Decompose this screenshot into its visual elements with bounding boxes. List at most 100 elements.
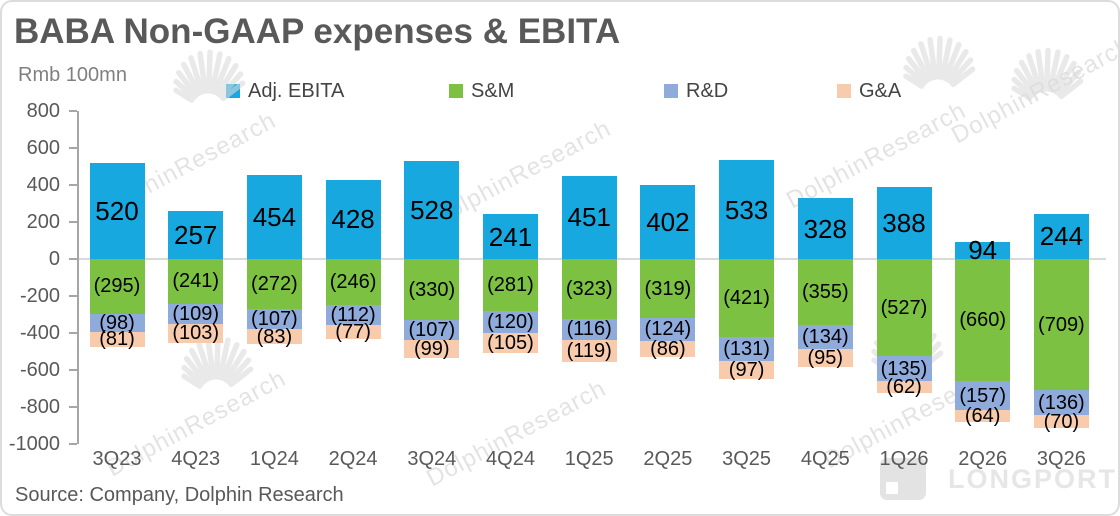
legend-swatch-icon [664, 84, 678, 98]
y-tick-label: -600 [19, 359, 60, 381]
bar-value-label: (83) [256, 325, 293, 348]
x-tick-label: 1Q25 [564, 448, 614, 470]
bar-segment-adjebita [89, 162, 145, 259]
bar-value-label: 451 [567, 202, 611, 233]
legend-label: G&A [859, 79, 902, 102]
bar-segment-ga [325, 325, 381, 340]
bar-segment-adjebita [1033, 213, 1089, 259]
bar-value-label: (99) [414, 338, 450, 360]
bar-segment-sm [483, 259, 538, 311]
bar-segment-sm [797, 259, 853, 325]
bar-segment-ga [797, 349, 853, 368]
y-tick-mark [69, 295, 77, 297]
bar-segment-sm [561, 259, 617, 319]
y-tick-label: 400 [26, 174, 60, 196]
bar-segment-rd [1033, 390, 1089, 416]
dolphin-watermark-fins-icon [892, 24, 984, 111]
bar-value-label: 402 [646, 206, 690, 237]
bar-segment-adjebita [640, 184, 696, 259]
bar-value-label: (81) [99, 328, 135, 351]
bar-value-label: 241 [488, 221, 533, 252]
bar-value-label: (112) [330, 303, 376, 326]
dolphin-watermark-fins-icon [162, 38, 254, 125]
legend-label: R&D [686, 79, 729, 102]
bar-value-label: 528 [410, 195, 454, 226]
bar-segment-adjebita [483, 214, 538, 259]
bar-segment-sm [955, 259, 1011, 382]
x-tick-label: 4Q23 [171, 448, 221, 470]
bar-segment-rd [483, 310, 538, 334]
bar-segment-sm [876, 259, 932, 357]
bar-value-label: (109) [172, 302, 220, 325]
y-tick-mark [69, 406, 77, 408]
bar-segment-adjebita [168, 211, 224, 259]
bar-value-label: (116) [566, 318, 612, 341]
y-tick-mark [69, 110, 77, 112]
bar-value-label: (157) [959, 384, 1007, 407]
bar-value-label: (246) [329, 270, 377, 293]
bar-segment-adjebita [955, 241, 1011, 259]
bar-value-label: 520 [95, 195, 139, 226]
bar-value-label: (98) [99, 311, 135, 334]
x-tick-label: 1Q24 [249, 448, 299, 470]
y-tick-label: 0 [48, 248, 60, 270]
bar-value-label: (272) [251, 273, 298, 296]
bar-value-label: 328 [803, 213, 847, 244]
legend-swatch-icon [449, 84, 463, 98]
bar-segment-adjebita [876, 187, 932, 259]
bar-value-label: (86) [650, 337, 686, 360]
bar-segment-ga [876, 381, 932, 393]
bar-value-label: (120) [487, 311, 534, 334]
longport-watermark: LONGPORT [880, 458, 1117, 500]
bar-value-label: (709) [1038, 313, 1085, 336]
y-tick-label: 800 [26, 100, 60, 122]
bar-segment-rd [876, 356, 932, 382]
x-tick-label: 3Q23 [92, 448, 142, 470]
bar-segment-adjebita [561, 175, 617, 259]
bar-segment-ga [719, 361, 775, 380]
bar-segment-adjebita [246, 175, 302, 259]
bar-segment-ga [955, 410, 1011, 422]
x-tick-label: 3Q24 [407, 448, 457, 470]
bar-segment-sm [89, 259, 145, 314]
bar-segment-ga [640, 340, 696, 357]
longport-logo-icon [880, 458, 926, 500]
y-axis-line [77, 111, 79, 444]
legend-item-1: S&M [449, 80, 514, 102]
bar-segment-ga [483, 333, 538, 353]
bar-value-label: (62) [886, 376, 922, 399]
y-tick-mark [69, 147, 77, 149]
x-tick-label: 1Q26 [879, 448, 929, 470]
y-tick-mark [69, 443, 77, 445]
bar-value-label: (64) [964, 405, 1001, 428]
bar-segment-sm [404, 259, 460, 321]
bar-value-label: 454 [252, 202, 297, 232]
bar-value-label: (527) [880, 296, 928, 319]
bar-segment-rd [325, 304, 381, 326]
bar-value-label: (323) [565, 277, 613, 300]
bar-segment-rd [89, 313, 145, 332]
bar-value-label: 244 [1039, 221, 1084, 252]
bar-segment-rd [168, 303, 224, 324]
x-tick-label: 4Q24 [486, 448, 535, 470]
bar-segment-adjebita [404, 161, 460, 259]
x-tick-label: 2Q24 [328, 448, 378, 470]
bar-segment-rd [404, 320, 460, 340]
dolphin-watermark-fins-icon [1000, 36, 1092, 123]
legend-label: S&M [471, 79, 515, 102]
y-tick-label: 200 [26, 211, 60, 233]
bar-segment-sm [168, 259, 224, 304]
x-tick-label: 3Q26 [1036, 448, 1086, 470]
bar-value-label: (319) [644, 277, 692, 300]
bar-value-label: 428 [331, 204, 375, 235]
bar-segment-ga [404, 339, 460, 359]
y-axis-unit-label: Rmb 100mn [18, 64, 127, 86]
bar-value-label: (131) [723, 338, 770, 360]
chart-title: BABA Non-GAAP expenses & EBITA [14, 12, 621, 51]
bar-value-label: (421) [723, 286, 770, 309]
bar-value-label: 257 [173, 220, 218, 251]
bar-value-label: (77) [335, 321, 371, 344]
bar-value-label: (97) [728, 359, 765, 382]
bar-value-label: (124) [644, 318, 692, 341]
